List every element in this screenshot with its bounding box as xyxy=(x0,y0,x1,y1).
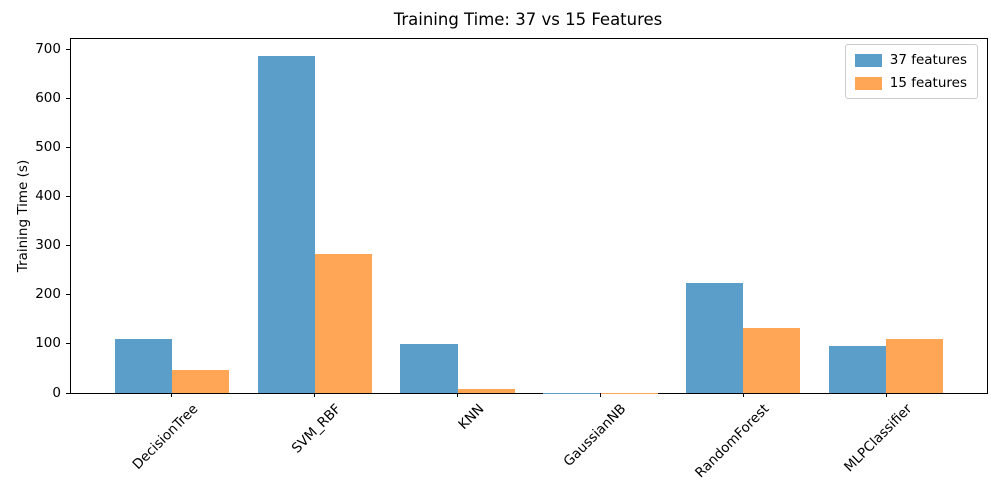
x-tick-label: DecisionTree xyxy=(129,401,202,473)
bar-SVM_RBF-37-features xyxy=(257,55,315,393)
y-tick-label: 300 xyxy=(35,237,61,254)
y-tick-label: 200 xyxy=(35,286,61,303)
y-tick-label: 700 xyxy=(35,41,61,58)
legend-row: 37 features xyxy=(854,52,967,68)
bar-KNN-37-features xyxy=(400,343,458,393)
x-tick-label: SVM_RBF xyxy=(288,401,345,457)
y-tick-mark xyxy=(66,147,70,149)
y-tick-mark xyxy=(66,343,70,345)
y-tick-mark xyxy=(66,196,70,198)
y-tick-mark xyxy=(66,245,70,247)
y-tick-mark xyxy=(66,49,70,51)
x-tick-mark xyxy=(314,393,316,397)
bar-RandomForest-15-features xyxy=(743,327,801,393)
x-tick-mark xyxy=(171,393,173,397)
x-tick-mark xyxy=(742,393,744,397)
bar-KNN-15-features xyxy=(457,388,515,393)
legend-color-patch xyxy=(854,53,882,67)
x-tick-mark xyxy=(599,393,601,397)
bar-RandomForest-37-features xyxy=(686,283,744,393)
legend-label: 15 features xyxy=(889,75,967,91)
y-tick-mark xyxy=(66,392,70,394)
x-tick-label: RandomForest xyxy=(692,401,773,482)
y-axis-label: Training Time (s) xyxy=(15,159,31,273)
bar-DecisionTree-15-features xyxy=(171,370,229,393)
bar-MLPClassifier-15-features xyxy=(886,339,944,393)
y-tick-label: 600 xyxy=(35,90,61,107)
legend: 37 features 15 features xyxy=(844,44,978,99)
y-tick-mark xyxy=(66,98,70,100)
legend-color-patch xyxy=(854,76,882,90)
y-tick-label: 0 xyxy=(52,384,61,401)
y-tick-label: 500 xyxy=(35,139,61,156)
y-tick-label: 400 xyxy=(35,188,61,205)
bar-SVM_RBF-15-features xyxy=(314,254,372,393)
plot-area: 0 100 200 300 400 500 600 700 DecisionTree SVM_R… xyxy=(35,38,988,481)
x-tick-label: MLPClassifier xyxy=(841,401,916,476)
x-tick-mark xyxy=(457,393,459,397)
x-tick-label: GaussianNB xyxy=(560,401,630,470)
chart-title: Training Time: 37 vs 15 Features xyxy=(393,10,663,29)
bar-DecisionTree-37-features xyxy=(114,339,172,393)
bar-MLPClassifier-37-features xyxy=(829,345,887,393)
y-tick-label: 100 xyxy=(35,335,61,352)
x-tick-label: KNN xyxy=(455,401,487,433)
legend-row: 15 features xyxy=(854,75,967,91)
y-tick-mark xyxy=(66,294,70,296)
x-tick-mark xyxy=(885,393,887,397)
legend-label: 37 features xyxy=(889,52,967,68)
